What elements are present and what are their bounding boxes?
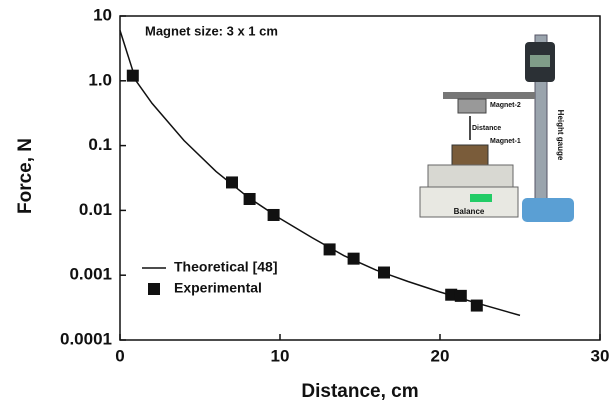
x-tick-label: 10 xyxy=(271,346,290,365)
data-point xyxy=(226,176,238,189)
data-point xyxy=(445,288,458,301)
y-tick-label: 0.1 xyxy=(88,135,112,154)
legend-label: Experimental xyxy=(174,280,262,296)
data-point xyxy=(243,192,256,205)
inset-label: Magnet-2 xyxy=(490,102,521,109)
legend-marker xyxy=(148,283,160,295)
y-tick-label: 0.001 xyxy=(69,265,112,284)
y-axis-label: Force, N xyxy=(15,138,36,214)
y-tick-label: 1.0 xyxy=(88,70,112,89)
inset-label: Height gauge xyxy=(556,110,565,161)
inset-label: Magnet-1 xyxy=(490,138,521,145)
y-tick-label: 0.01 xyxy=(79,200,112,219)
inset-label: Distance xyxy=(472,125,501,132)
inset-photo: Magnet-2 Distance Magnet-1 Balance Heigh… xyxy=(419,34,574,222)
inset-label: Balance xyxy=(454,207,485,216)
y-tick-label: 10 xyxy=(93,5,112,24)
data-point xyxy=(267,208,280,221)
x-tick-label: 0 xyxy=(115,346,124,365)
data-point xyxy=(470,299,483,312)
y-tick-label: 0.0001 xyxy=(60,329,112,348)
theoretical-line xyxy=(119,30,521,317)
data-point xyxy=(378,266,390,279)
annotation: Magnet size: 3 x 1 cm xyxy=(145,23,278,38)
x-axis-label: Distance, cm xyxy=(301,381,418,402)
data-point xyxy=(323,243,336,256)
plot-frame xyxy=(119,15,601,341)
x-tick-label: 30 xyxy=(591,346,610,365)
data-point xyxy=(347,252,360,265)
x-tick-label: 20 xyxy=(431,346,450,365)
legend-label: Theoretical [48] xyxy=(174,259,277,275)
data-point xyxy=(454,289,467,302)
data-point xyxy=(126,69,139,82)
